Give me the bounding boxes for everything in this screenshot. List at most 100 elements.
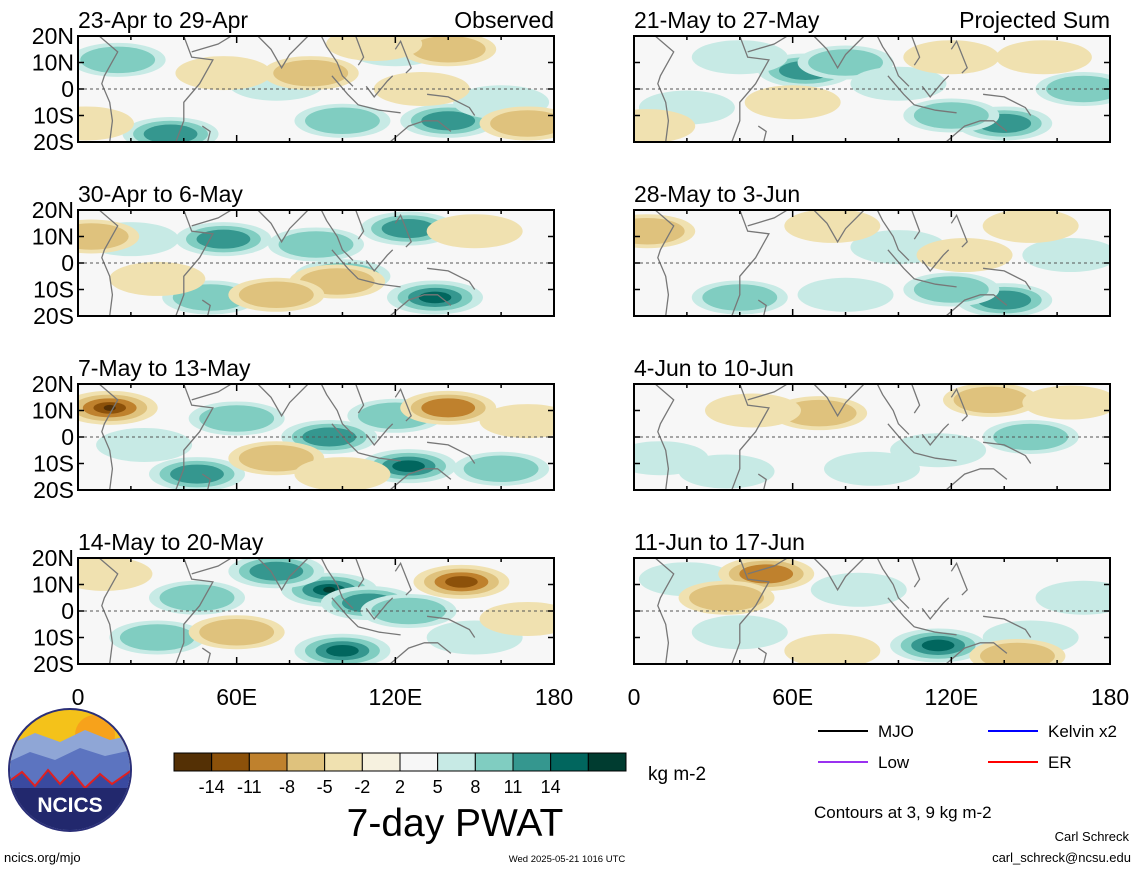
coastline [394,213,412,248]
anomaly-shade [739,564,794,584]
coastline [257,384,309,418]
coastline [358,626,401,636]
anomaly-shade [1022,385,1110,420]
anomaly-shade [689,584,764,612]
coastline [876,558,910,609]
anomaly-field [634,210,1110,316]
coastline [654,558,675,664]
colorbar-swatch [286,752,326,772]
anomaly-shade [634,441,709,476]
anomaly-shade [421,111,476,131]
y-tick-label: 20N [32,23,74,49]
anomaly-shade [634,109,696,142]
anomaly-shade [159,584,235,612]
coastline [331,423,359,454]
coastline [757,647,767,664]
legend-label: MJO [878,722,914,741]
coastline [757,299,767,316]
coastline [813,558,865,592]
anomaly-shade [982,210,1079,243]
anomaly-shade [143,124,198,142]
y-tick-label: 0 [61,598,74,624]
coastline [257,36,309,70]
anomaly-shade [302,427,357,447]
anomaly-shade [294,457,391,490]
anomaly-field [634,384,1110,490]
y-tick-label: 20N [32,197,74,223]
panel-group-label: Observed [454,7,554,33]
colorbar: -14 -11 -8 -5 -2 2 5 8 11 14 [173,752,627,797]
anomaly-shade [196,229,251,249]
anomaly-shade [410,36,486,63]
anomaly-field [78,210,554,316]
anomaly-shade [421,398,476,418]
coastline [731,36,770,142]
colorbar-swatch [324,752,363,772]
y-tick-label: 20S [33,477,74,503]
anomaly-shade [784,210,881,243]
anomaly-shade [808,49,883,76]
anomaly-shade [305,107,380,135]
panel-date-label: 4-Jun to 10-Jun [634,355,794,381]
coastline [654,36,675,142]
coastline [876,210,910,261]
anomaly-shade [78,558,153,591]
anomaly-shade [890,433,987,468]
anomaly-shade [109,261,206,296]
x-tick-label: 180 [535,684,573,710]
anomaly-shade [78,106,134,141]
panel-date-label: 7-May to 13-May [78,355,251,381]
colorbar-label: 8 [470,777,480,797]
timestamp: Wed 2025-05-21 1016 UTC [509,854,626,865]
coastline [945,642,1008,664]
anomaly-shade [392,460,425,472]
coastline [175,384,214,490]
anomaly-shade [96,427,193,462]
x-tick-label: 0 [628,684,641,710]
x-tick-label: 180 [1091,684,1129,710]
coastline [427,93,476,116]
anomaly-field [78,558,554,664]
coastline [358,278,401,288]
coastline [201,299,211,316]
coastline [389,468,452,490]
y-tick-label: 10N [32,572,74,598]
colorbar-swatch [512,752,552,772]
anomaly-shade [702,284,778,311]
anomaly-shade [781,399,857,427]
coastline [950,387,968,422]
coastline [201,125,211,142]
coastline [945,468,1008,490]
coastline [358,452,401,462]
coastline [355,384,365,414]
coastline [654,210,675,316]
panel-date-label: 11-Jun to 17-Jun [634,529,805,555]
anomaly-shade [953,386,1029,414]
coastline [98,558,119,664]
ncics-logo: NCICS [8,708,132,832]
colorbar-label: -11 [237,777,262,797]
contour-note: Contours at 3, 9 kg m-2 [814,803,992,822]
author-email: carl_schreck@ncsu.edu [992,850,1131,865]
legend-label: ER [1048,753,1072,772]
coastline [983,441,1032,464]
panel-group-label: Projected Sum [959,7,1110,33]
coastline [914,278,957,288]
coastline [427,615,476,638]
coastline [813,210,865,244]
coastline [257,210,309,244]
y-tick-label: 20S [33,129,74,155]
coastline [331,597,359,628]
coastline [914,626,957,636]
anomaly-field [634,558,1110,664]
coastline [201,473,211,490]
anomaly-shade [705,393,801,428]
site-url: ncics.org/mjo [4,850,81,865]
panel-date-label: 14-May to 20-May [78,529,264,555]
anomaly-shade [278,231,354,258]
anomaly-shade [916,238,1013,273]
y-tick-label: 20N [32,371,74,397]
colorbar-label: -5 [317,777,333,797]
